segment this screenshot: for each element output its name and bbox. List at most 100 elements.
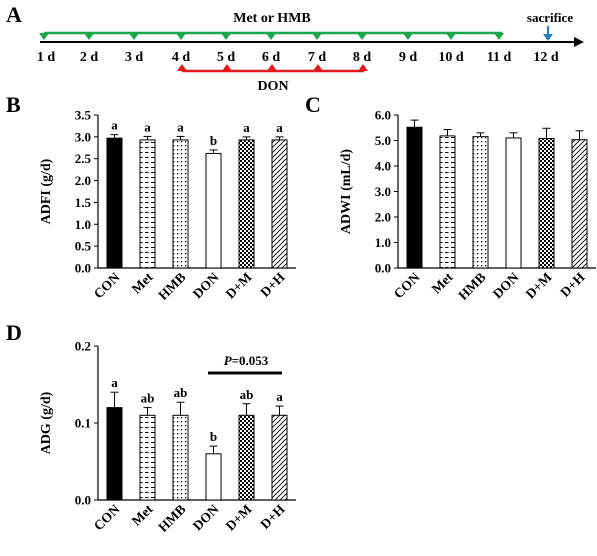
day-label: 2 d: [80, 50, 99, 65]
y-tick-label: 3.5: [75, 108, 92, 123]
category-label: D+M: [223, 269, 255, 301]
sacrifice-arrow-head: [543, 34, 553, 41]
category-label: DON: [190, 269, 222, 301]
sacrifice-label: sacrifice: [527, 10, 573, 25]
met-hmb-marker: [266, 33, 276, 40]
met-hmb-marker: [403, 33, 413, 40]
bar: [538, 137, 555, 269]
y-tick-label: 0.0: [75, 261, 91, 276]
day-label: 11 d: [487, 50, 512, 65]
y-tick-label: 3.0: [75, 129, 91, 144]
y-tick-label: 0.2: [75, 339, 91, 354]
significance-letter: ab: [174, 385, 188, 400]
category-label: Met: [129, 269, 156, 296]
y-tick-label: 0.0: [75, 493, 91, 508]
significance-letter: a: [144, 119, 151, 134]
bar: [172, 414, 189, 501]
category-label: DON: [490, 269, 522, 301]
y-tick-label: 2.5: [75, 151, 92, 166]
met-hmb-marker: [176, 33, 186, 40]
day-label: 5 d: [217, 50, 236, 65]
bar: [271, 414, 288, 501]
bar: [106, 407, 123, 501]
category-label: DON: [190, 501, 222, 533]
category-label: Met: [129, 501, 156, 528]
bar: [106, 137, 123, 269]
category-label: D+M: [523, 269, 555, 301]
y-tick-label: 1.5: [75, 195, 92, 210]
category-label: D+H: [257, 269, 288, 300]
significance-letter: a: [111, 118, 118, 133]
category-label: HMB: [155, 502, 188, 535]
significance-letter: a: [243, 120, 250, 135]
y-tick-label: 2.0: [375, 210, 391, 225]
significance-letter: b: [210, 133, 217, 148]
y-tick-label: 2.0: [75, 173, 91, 188]
p-value-number: =0.053: [232, 353, 269, 368]
y-axis-label: ADFI (g/d): [39, 158, 54, 224]
panel-label-d: D: [6, 320, 22, 345]
y-tick-label: 3.0: [375, 184, 391, 199]
significance-letter: a: [177, 119, 184, 134]
bar: [571, 139, 588, 269]
day-label: 6 d: [262, 50, 281, 65]
chart-adwi: 0.0 1.0 2.0 3.0 4.0 5.0 6.0 ADWI (mL/d) CON Met HM…: [339, 108, 596, 303]
y-tick-label: 0.1: [75, 416, 91, 431]
y-tick-label: 1.0: [375, 235, 391, 250]
met-hmb-marker: [129, 33, 139, 40]
chart-adfi: 0.0 0.5 1.0 1.5 2.0 2.5 3.0 3.5 ADFI (g/d) a CON a M…: [39, 108, 296, 303]
met-hmb-marker: [357, 33, 367, 40]
y-tick-label: 6.0: [375, 108, 391, 123]
significance-letter: a: [111, 375, 118, 390]
significance-letter: b: [210, 429, 217, 444]
don-marker: [267, 64, 277, 71]
day-label: 4 d: [172, 50, 191, 65]
y-tick-label: 1.0: [75, 217, 91, 232]
day-label: 1 d: [37, 50, 56, 65]
day-label: 10 d: [438, 50, 464, 65]
y-tick-label: 0.0: [375, 261, 391, 276]
p-value-symbol: P: [224, 353, 233, 368]
bar: [472, 136, 489, 269]
timeline-arrowhead: [574, 37, 584, 47]
category-label: D+M: [223, 501, 255, 533]
bar: [205, 453, 222, 501]
significance-letter: a: [276, 120, 283, 135]
significance-letter: ab: [141, 391, 155, 406]
don-label: DON: [257, 79, 288, 94]
y-axis-label: ADG (g/d): [39, 391, 54, 454]
y-axis-label: ADWI (mL/d): [339, 149, 354, 235]
bar: [271, 139, 288, 269]
timeline: Met or HMB DON sacrifice 1 d 2 d 3 d 4 d 5 d…: [37, 10, 584, 94]
category-label: HMB: [155, 270, 188, 303]
met-hmb-marker: [446, 33, 456, 40]
panel-label-a: A: [6, 2, 22, 27]
y-tick-label: 5.0: [375, 133, 391, 148]
bar: [406, 126, 423, 269]
bar: [505, 137, 522, 269]
met-hmb-marker: [84, 33, 94, 40]
bar: [139, 139, 156, 269]
significance-letter: a: [276, 389, 283, 404]
day-label: 9 d: [399, 50, 418, 65]
category-label: Met: [429, 269, 456, 296]
met-hmb-marker: [494, 33, 504, 40]
don-marker: [358, 64, 368, 71]
category-label: CON: [391, 269, 423, 301]
p-value-annotation: P=0.053: [224, 353, 269, 368]
bar: [439, 135, 456, 269]
met-hmb-marker: [221, 33, 231, 40]
category-label: CON: [91, 501, 123, 533]
don-marker: [222, 64, 232, 71]
category-label: D+H: [257, 501, 288, 532]
category-label: D+H: [557, 269, 588, 300]
met-hmb-label: Met or HMB: [233, 11, 311, 26]
met-hmb-marker: [39, 33, 49, 40]
category-label: HMB: [455, 270, 488, 303]
y-tick-label: 4.0: [375, 159, 391, 174]
panel-label-b: B: [6, 92, 21, 117]
don-marker: [177, 64, 187, 71]
day-label: 7 d: [308, 50, 327, 65]
